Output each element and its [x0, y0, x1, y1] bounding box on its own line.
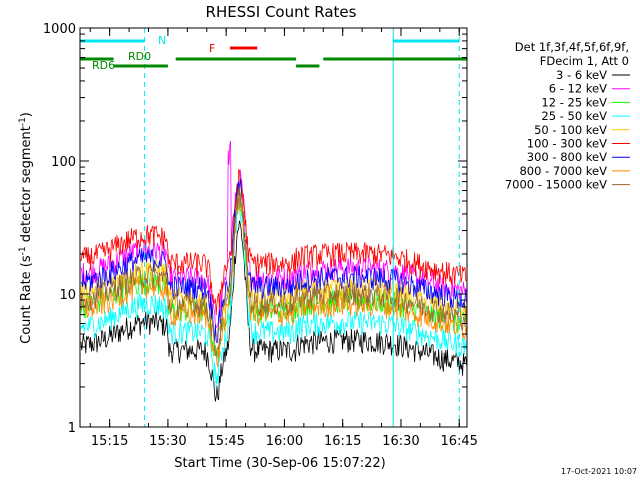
- timestamp: 17-Oct-2021 10:07: [561, 467, 637, 476]
- x-tick-label-3: 16:00: [266, 434, 303, 449]
- series-line-8: [80, 185, 467, 358]
- x-axis: 15:15 15:30 15:45 16:00 16:15 16:30 16:45: [89, 28, 478, 449]
- y-tick-label-0: 1: [68, 421, 76, 436]
- legend-label-6: 300 - 800 keV: [527, 150, 607, 164]
- x-tick-label-0: 15:15: [91, 434, 128, 449]
- vertical-marker-layer: [144, 28, 460, 427]
- legend-label-2: 12 - 25 keV: [541, 95, 607, 109]
- legend: Det 1f,3f,4f,5f,6f,9f, FDecim 1, Att 0 3…: [505, 40, 630, 192]
- series-line-6: [80, 178, 467, 344]
- x-tick-label-4: 16:15: [324, 434, 361, 449]
- x-axis-label: Start Time (30-Sep-06 15:07:22): [174, 456, 385, 471]
- x-tick-label-5: 16:30: [382, 434, 419, 449]
- y-tick-label-1: 10: [59, 288, 76, 303]
- legend-label-1: 6 - 12 keV: [549, 82, 607, 96]
- flag-label-RD0: RD0: [128, 50, 151, 63]
- legend-label-8: 7000 - 15000 keV: [505, 178, 607, 192]
- legend-label-5: 100 - 300 keV: [527, 137, 607, 151]
- flag-label-F: F: [209, 42, 215, 55]
- legend-label-7: 800 - 7000 keV: [519, 164, 607, 178]
- flag-label-RD6: RD6: [92, 59, 115, 72]
- y-axis: 1 10 100 1000: [43, 22, 467, 436]
- legend-header-line-2: FDecim 1, Att 0: [540, 54, 629, 68]
- legend-label-3: 25 - 50 keV: [541, 109, 607, 123]
- series-line-3: [80, 199, 467, 390]
- flag-layer: N F RD0 RD6: [80, 34, 467, 72]
- y-tick-label-3: 1000: [43, 22, 76, 37]
- x-tick-label-6: 16:45: [440, 434, 477, 449]
- y-axis-label: Count Rate (s-1 detector segment-1): [18, 112, 34, 344]
- legend-label-0: 3 - 6 keV: [556, 68, 607, 82]
- legend-header-line-1: Det 1f,3f,4f,5f,6f,9f,: [515, 40, 629, 54]
- chart-title: RHESSI Count Rates: [206, 3, 357, 21]
- flag-label-N: N: [158, 34, 166, 47]
- y-tick-label-2: 100: [51, 155, 76, 170]
- series-layer: [80, 140, 467, 402]
- series-line-0: [80, 220, 467, 402]
- plot-frame: [79, 27, 468, 428]
- x-tick-label-2: 15:45: [207, 434, 244, 449]
- x-tick-label-1: 15:30: [149, 434, 186, 449]
- legend-label-4: 50 - 100 keV: [534, 123, 607, 137]
- series-line-5: [80, 169, 467, 316]
